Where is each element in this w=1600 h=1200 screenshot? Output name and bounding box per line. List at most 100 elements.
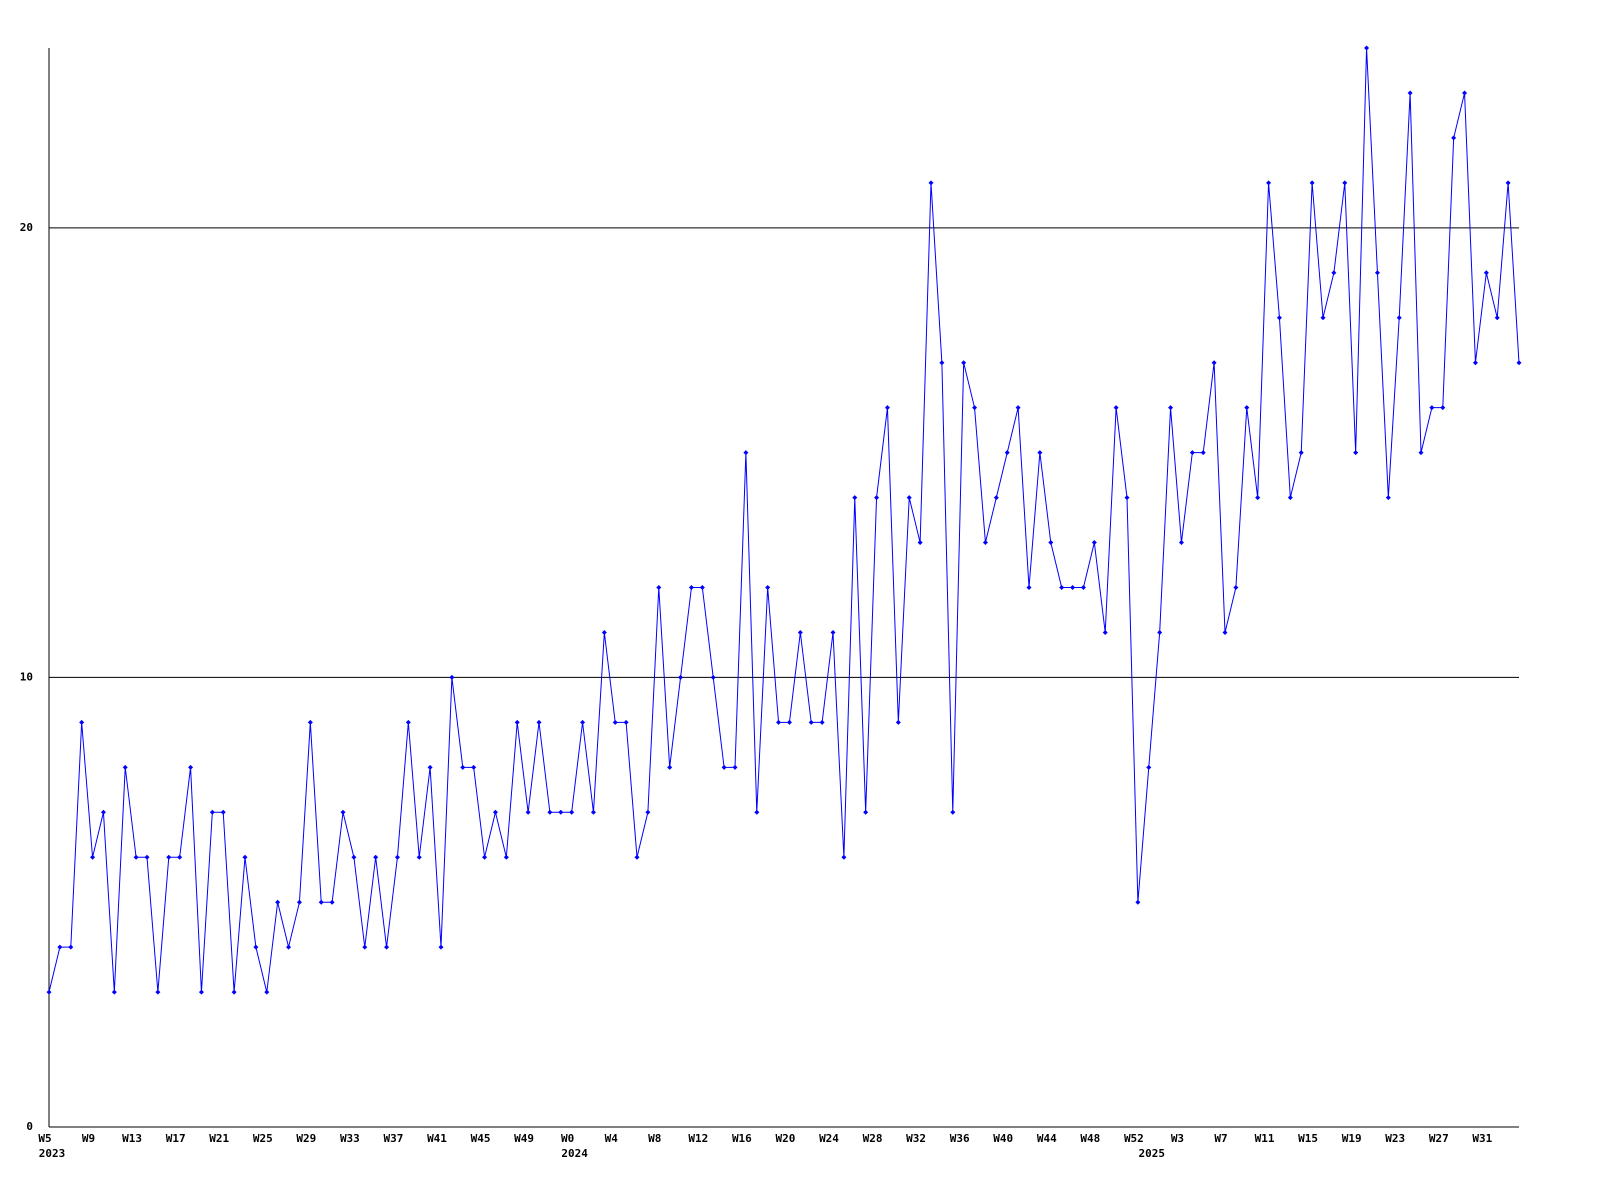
x-tick-label: W24 [819,1132,839,1145]
point-marker [982,540,988,546]
point-marker [275,899,281,905]
point-marker [1472,360,1478,366]
point-marker [1059,585,1065,590]
point-marker [482,854,488,860]
point-marker [1113,405,1119,411]
point-marker [623,719,629,725]
x-tick-label: W4 [605,1132,619,1145]
x-tick-label: W9 [82,1132,95,1145]
y-tick-label: 20 [20,221,33,234]
point-marker [580,719,586,725]
point-marker [394,854,400,860]
point-marker [841,854,847,860]
x-tick-label: W17 [166,1132,186,1145]
y-tick-label: 10 [20,670,33,683]
point-marker [786,719,792,725]
x-year-label: 2025 [1139,1147,1166,1160]
point-marker [558,809,564,815]
point-marker [514,719,520,725]
point-marker [296,899,302,905]
point-marker [830,629,836,635]
x-tick-label: W37 [384,1132,404,1145]
point-marker [1418,450,1424,456]
point-marker [57,944,63,950]
point-marker [1451,135,1457,141]
point-marker [1396,315,1402,321]
point-marker [1320,315,1326,321]
point-marker [732,764,738,770]
point-marker [819,719,825,725]
point-marker [797,629,803,635]
point-marker [1374,270,1380,276]
point-marker [1233,585,1239,590]
point-marker [950,809,956,815]
point-marker [667,764,673,770]
point-marker [1146,764,1152,770]
x-tick-label: W23 [1385,1132,1405,1145]
point-marker [1276,315,1282,321]
point-marker [122,764,128,770]
point-marker [340,809,346,815]
x-tick-label: W41 [427,1132,447,1145]
point-marker [1026,585,1032,590]
point-marker [536,719,542,725]
point-marker [231,989,237,995]
point-marker [1364,45,1370,51]
x-tick-label: W33 [340,1132,360,1145]
x-tick-label: W8 [648,1132,661,1145]
point-marker [492,809,498,815]
point-marker [264,989,270,995]
point-marker [1255,495,1261,501]
point-marker [90,854,96,860]
x-tick-label: W52 [1124,1132,1144,1145]
x-tick-label: W7 [1214,1132,1227,1145]
point-marker [1135,899,1141,905]
x-tick-label: W25 [253,1132,273,1145]
x-tick-label: W11 [1255,1132,1275,1145]
point-marker [1168,405,1174,411]
line [48,47,1520,993]
point-marker [1483,270,1489,276]
x-tick-label: W31 [1472,1132,1492,1145]
x-tick-label: W48 [1080,1132,1100,1145]
point-marker [329,899,335,905]
point-marker [863,809,869,815]
point-marker [754,809,760,815]
point-marker [220,809,226,815]
point-marker [460,764,466,770]
point-marker [1070,585,1076,590]
x-tick-label: W16 [732,1132,752,1145]
point-marker [427,764,433,770]
point-marker [917,540,923,546]
point-marker [68,944,74,950]
point-marker [242,854,248,860]
point-marker [743,450,749,456]
point-marker [656,585,662,590]
point-marker [874,495,880,501]
point-marker [1342,180,1348,186]
point-marker [1385,495,1391,501]
x-tick-label: W28 [863,1132,883,1145]
point-marker [46,989,52,995]
point-marker [471,764,477,770]
point-marker [765,585,771,590]
point-marker [362,944,368,950]
point-marker [155,989,161,995]
x-tick-label: W44 [1037,1132,1057,1145]
x-year-label: 2024 [561,1147,588,1160]
point-marker [307,719,313,725]
point-marker [1091,540,1097,546]
point-marker [776,719,782,725]
point-marker [678,674,684,680]
x-tick-label: W15 [1298,1132,1318,1145]
point-marker [79,719,85,725]
point-marker [1353,450,1359,456]
point-marker [852,495,858,501]
point-marker [634,854,640,860]
x-tick-label: W27 [1429,1132,1449,1145]
point-marker [1102,629,1108,635]
point-marker [253,944,259,950]
point-marker [1244,405,1250,411]
